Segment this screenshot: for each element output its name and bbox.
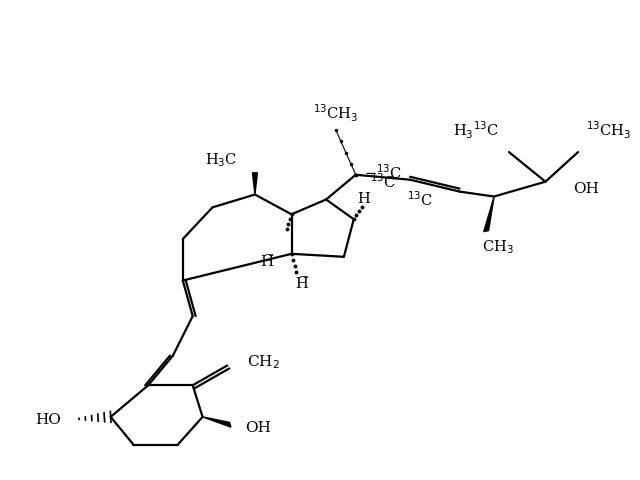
Text: $^{13}$C: $^{13}$C bbox=[369, 172, 396, 191]
Text: $^{13}$C: $^{13}$C bbox=[407, 190, 433, 209]
Polygon shape bbox=[484, 197, 494, 232]
Text: OH: OH bbox=[573, 181, 599, 195]
Text: H̅: H̅ bbox=[260, 254, 273, 268]
Polygon shape bbox=[252, 173, 257, 195]
Text: $^{13}$CH$_3$: $^{13}$CH$_3$ bbox=[314, 103, 358, 124]
Text: CH$_2$: CH$_2$ bbox=[247, 353, 280, 371]
Text: H: H bbox=[357, 191, 370, 205]
Polygon shape bbox=[203, 417, 231, 427]
Text: $^{13}$CH$_3$: $^{13}$CH$_3$ bbox=[586, 120, 631, 141]
Text: H$_3$$^{13}$C: H$_3$$^{13}$C bbox=[453, 120, 499, 141]
Text: CH$_3$: CH$_3$ bbox=[482, 238, 514, 255]
Text: H̅: H̅ bbox=[295, 277, 308, 291]
Text: OH: OH bbox=[245, 420, 271, 434]
Text: H$_3$C: H$_3$C bbox=[205, 151, 237, 168]
Text: −$^{13}$C: −$^{13}$C bbox=[364, 163, 403, 182]
Text: HO: HO bbox=[35, 412, 61, 426]
